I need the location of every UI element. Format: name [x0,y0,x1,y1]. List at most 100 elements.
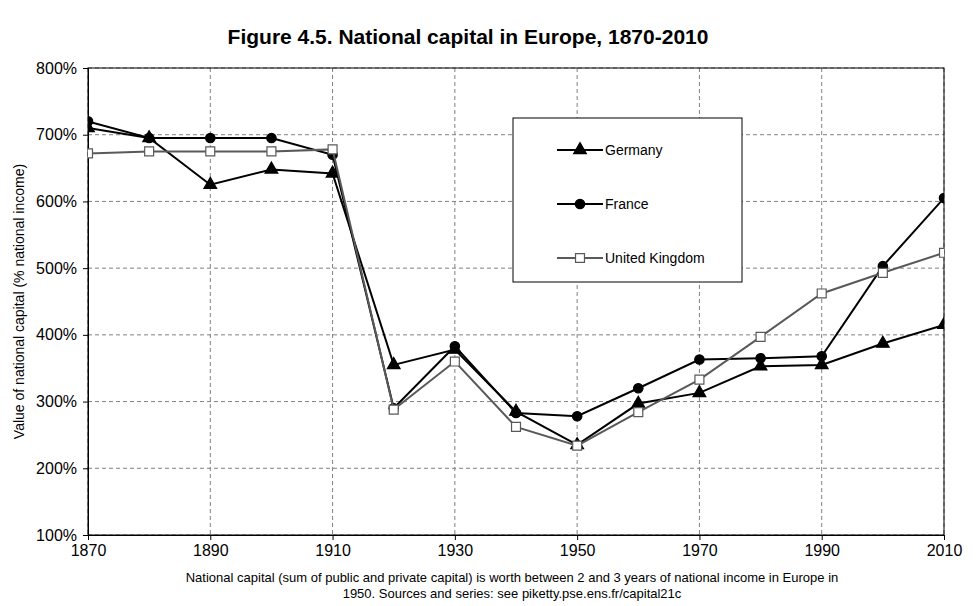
x-tick-mark [944,535,945,540]
y-tick-mark [83,68,88,69]
series-marker [512,422,521,431]
x-tick: 1970 [682,535,718,559]
y-tick-mark [83,268,88,269]
x-tick: 2010 [927,535,963,559]
legend-label: United Kingdom [605,250,705,266]
caption: National capital (sum of public and priv… [186,570,839,585]
grid [88,68,944,535]
legend-label: France [605,196,649,212]
chart-svg: Figure 4.5. National capital in Europe, … [0,0,976,606]
series-marker [145,147,154,156]
x-tick-mark [577,535,578,540]
series-marker [756,332,765,341]
y-grid-line [88,468,944,469]
y-tick-label: 200% [36,460,77,477]
series-marker [88,117,93,126]
x-grid-line [821,68,822,535]
y-tick: 300% [36,393,88,410]
series-marker [940,248,944,257]
x-tick: 1890 [193,535,229,559]
x-tick: 1950 [560,535,596,559]
y-axis-title: Value of national capital (% national in… [11,164,27,439]
x-tick-mark [699,535,700,540]
series-marker [204,177,217,188]
y-tick-label: 100% [36,527,77,544]
y-tick-mark [83,201,88,202]
series-marker [206,133,215,142]
x-tick: 1870 [71,535,107,559]
x-tick: 1930 [438,535,474,559]
x-tick-label: 1970 [682,542,718,559]
y-tick-mark [83,335,88,336]
series-marker [938,318,944,329]
legend-marker [574,143,587,154]
plot-frame [88,68,944,535]
x-tick-label: 1990 [804,542,840,559]
series-marker [939,193,944,202]
x-tick-label: 1950 [560,542,596,559]
series-marker [144,133,153,142]
y-tick: 200% [36,460,88,477]
series-marker [878,268,887,277]
y-tick: 400% [36,326,88,343]
series-marker [573,441,582,450]
y-tick-label: 500% [36,260,77,277]
x-grid-line [332,68,333,535]
legend: Germany France United Kingdom [513,118,742,282]
caption: 1950. Sources and series: see piketty.ps… [343,586,682,601]
x-tick-label: 1910 [315,542,351,559]
series-marker [88,149,92,158]
chart-title: Figure 4.5. National capital in Europe, … [228,25,709,48]
x-axis: 1870 1890 1910 1930 1950 1970 1990 2010 [71,535,963,559]
series [88,117,944,421]
y-grid-line [88,401,944,402]
series-marker [206,147,215,156]
series-marker [632,396,645,407]
series-marker [695,375,704,384]
series-marker [693,386,706,397]
y-axis: 100%200%300%400%500%600%700%800% [36,60,88,544]
y-tick: 100% [36,527,88,544]
y-tick-label: 800% [36,60,77,77]
y-tick-label: 300% [36,393,77,410]
x-tick-label: 1890 [193,542,229,559]
x-tick-mark [822,535,823,540]
series-marker [695,355,704,364]
series-marker [387,358,400,369]
y-tick-label: 400% [36,326,77,343]
y-tick: 800% [36,60,88,77]
x-grid-line [454,68,455,535]
x-tick-label: 1870 [71,542,107,559]
series-marker [877,336,890,347]
series-marker [756,353,765,362]
y-tick-mark [83,535,88,536]
legend-marker [576,254,585,263]
series-marker [389,405,398,414]
y-tick-mark [83,135,88,136]
plot-area [88,117,944,450]
x-tick-label: 2010 [927,542,963,559]
series-marker [267,147,276,156]
series-marker [817,289,826,298]
x-tick: 1990 [804,535,840,559]
y-axis-line [88,69,89,536]
legend-box [513,118,742,282]
chart-container: Figure 4.5. National capital in Europe, … [0,0,976,606]
series-marker [511,408,520,417]
x-tick-mark [455,535,456,540]
y-tick-mark [83,402,88,403]
series-marker [328,145,337,154]
x-tick-mark [210,535,211,540]
y-grid-line [88,334,944,335]
x-axis-line [89,535,945,536]
series-marker [817,351,826,360]
x-tick: 1910 [315,535,351,559]
y-tick: 500% [36,260,88,277]
y-tick-mark [83,468,88,469]
series-marker [267,133,276,142]
series-marker [572,412,581,421]
y-tick-label: 600% [36,193,77,210]
series-marker [634,384,643,393]
legend-label: Germany [605,142,663,158]
x-tick-label: 1930 [438,542,474,559]
